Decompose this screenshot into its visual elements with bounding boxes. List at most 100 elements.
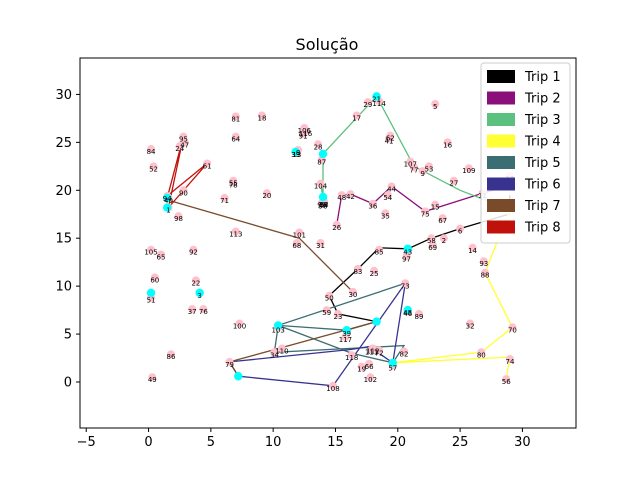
y-tick-label-5: 5 xyxy=(64,328,72,343)
legend-swatch-trip-6 xyxy=(487,177,515,191)
node-86 xyxy=(166,350,175,359)
node-label-30: 30 xyxy=(348,291,357,299)
x-tick-label-5: 5 xyxy=(207,435,215,450)
node-label-39: 39 xyxy=(342,330,351,338)
node-label-94: 94 xyxy=(163,195,172,203)
node-101 xyxy=(295,228,304,237)
node-82 xyxy=(400,347,409,356)
node-label-23: 23 xyxy=(334,313,343,321)
node-label-80: 80 xyxy=(477,351,486,359)
legend-swatch-trip-8 xyxy=(487,220,515,234)
node-label-112: 112 xyxy=(366,347,379,355)
legend-label-trip-4: Trip 4 xyxy=(524,135,561,150)
node-36 xyxy=(368,199,377,208)
node-label-111: 111 xyxy=(365,348,378,356)
node-label-59: 59 xyxy=(322,309,331,317)
node-label-101: 101 xyxy=(293,231,306,239)
node-label-113: 113 xyxy=(229,230,242,238)
node-label-103: 103 xyxy=(271,326,284,334)
depot-1 xyxy=(163,203,172,212)
legend-swatch-trip-3 xyxy=(487,113,515,126)
node-label-42: 42 xyxy=(346,193,355,201)
node-label-38: 38 xyxy=(319,201,328,209)
node-52 xyxy=(149,162,158,171)
node-6 xyxy=(456,224,465,233)
node-62 xyxy=(386,131,395,140)
node-label-96: 96 xyxy=(319,203,328,211)
node-59 xyxy=(322,306,331,315)
node-label-35: 35 xyxy=(381,212,390,220)
node-72 xyxy=(375,346,384,355)
node-9 xyxy=(418,167,427,176)
x-tick-label--5: −5 xyxy=(77,435,96,450)
chart-title: Solução xyxy=(296,35,359,54)
node-34 xyxy=(270,348,279,357)
legend-label-trip-6: Trip 6 xyxy=(524,178,561,193)
depot-3 xyxy=(195,288,204,298)
node-label-53: 53 xyxy=(424,165,433,173)
node-108 xyxy=(328,381,337,390)
depot-94 xyxy=(163,193,172,203)
node-48 xyxy=(337,191,346,200)
node-label-72: 72 xyxy=(375,349,384,357)
node-79 xyxy=(225,357,234,366)
node-label-43: 43 xyxy=(403,249,412,257)
node-label-37: 37 xyxy=(188,308,197,316)
node-label-93: 93 xyxy=(479,260,488,268)
route-trip-7-b xyxy=(167,199,354,293)
node-label-26: 26 xyxy=(332,224,341,232)
node-label-24: 24 xyxy=(175,145,184,153)
node-label-28: 28 xyxy=(314,143,323,151)
route-trip-5 xyxy=(273,282,406,364)
node-label-90: 90 xyxy=(179,189,188,197)
node-97 xyxy=(402,252,411,261)
legend: Trip 1 Trip 2 Trip 3 Trip 4 Trip 5 Trip 6 Trip… xyxy=(480,62,571,244)
node-label-118: 118 xyxy=(345,354,358,362)
node-112 xyxy=(368,344,377,353)
depot-33 xyxy=(291,147,300,157)
node-label-2: 2 xyxy=(442,237,446,245)
node-16 xyxy=(443,138,452,147)
node-label-81: 81 xyxy=(231,115,240,123)
node-label-49: 49 xyxy=(148,376,157,384)
legend-label-trip-3: Trip 3 xyxy=(524,113,561,128)
node-label-89: 89 xyxy=(415,313,424,321)
node-label-65: 65 xyxy=(157,254,166,262)
node-92 xyxy=(189,245,198,254)
node-88 xyxy=(481,268,490,277)
depot-46 xyxy=(403,305,412,315)
node-label-3: 3 xyxy=(197,292,201,300)
node-label-62: 62 xyxy=(386,135,395,143)
node-label-97: 97 xyxy=(402,255,411,263)
node-58 xyxy=(427,234,436,243)
node-71 xyxy=(220,193,229,202)
node-label-9: 9 xyxy=(420,170,424,178)
y-tick-label-25: 25 xyxy=(55,136,72,151)
node-60 xyxy=(150,273,159,282)
node-label-71: 71 xyxy=(220,197,229,205)
y-tick-label-15: 15 xyxy=(55,232,72,247)
node-44 xyxy=(387,182,396,191)
node-label-92: 92 xyxy=(189,249,198,257)
node-label-69: 69 xyxy=(428,244,437,252)
node-61 xyxy=(203,159,212,168)
node-67 xyxy=(438,214,447,223)
node-107 xyxy=(406,157,415,166)
node-label-51: 51 xyxy=(147,297,156,305)
node-label-31: 31 xyxy=(316,242,325,250)
node-50 xyxy=(325,291,334,300)
node-32 xyxy=(466,319,475,328)
node-118 xyxy=(347,351,356,360)
node-label-40: 40 xyxy=(164,197,173,205)
node-89 xyxy=(414,309,423,318)
node-label-98: 98 xyxy=(174,215,183,223)
node-label-67: 67 xyxy=(438,217,447,225)
node-64 xyxy=(231,132,240,141)
node-14 xyxy=(468,243,477,252)
node-2 xyxy=(439,234,448,243)
node-74 xyxy=(505,354,514,363)
node-label-15: 15 xyxy=(431,204,440,212)
node-label-44: 44 xyxy=(387,185,396,193)
x-tick-label-30: 30 xyxy=(514,435,531,450)
node-65 xyxy=(157,250,166,259)
